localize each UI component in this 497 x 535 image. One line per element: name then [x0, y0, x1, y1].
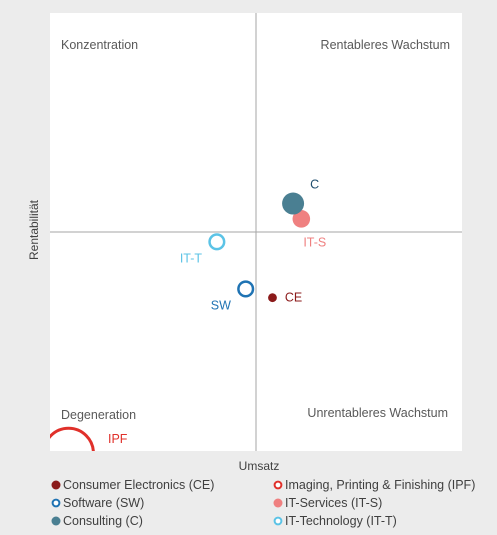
- point-ipf: [50, 426, 95, 451]
- data-label-it-s: IT-S: [303, 236, 326, 250]
- point-labels-layer: CE IPF SW IT-S C IT-T: [108, 178, 326, 446]
- data-label-ce: CE: [285, 291, 302, 305]
- data-label-sw: SW: [211, 299, 231, 313]
- top-strip: [50, 0, 462, 3]
- quadrant-label-bottom-right: Unrentableres Wachstum: [307, 406, 448, 420]
- legend-item-it-t: IT-Technology (IT-T): [272, 512, 397, 530]
- point-sw: [237, 280, 255, 298]
- plot-area: CE IPF SW IT-S C IT-T Konzentration Rentabler…: [50, 13, 462, 451]
- legend-item-c: Consulting (C): [50, 512, 143, 530]
- legend-item-sw: Software (SW): [50, 494, 144, 512]
- point-c: [282, 192, 305, 215]
- legend-item-ce: Consumer Electronics (CE): [50, 476, 214, 494]
- legend-label: Consulting (C): [63, 514, 143, 528]
- points-layer: [50, 192, 311, 451]
- point-it-s: [292, 210, 311, 228]
- legend-label: Software (SW): [63, 496, 145, 510]
- quadrant-label-top-left: Konzentration: [61, 38, 139, 52]
- quadrant-label-bottom-left: Degeneration: [61, 408, 137, 422]
- legend-marker-c: [51, 516, 61, 526]
- legend-item-it-s: IT-Services (IT-S): [272, 494, 382, 512]
- legend-marker-it-s: [273, 498, 283, 508]
- data-label-c: C: [310, 178, 319, 192]
- legend-label: Imaging, Printing & Finishing (IPF): [285, 478, 476, 492]
- legend-label: IT-Services (IT-S): [285, 496, 383, 510]
- x-axis-label: Umsatz: [238, 459, 280, 473]
- point-ce: [268, 293, 277, 303]
- legend-marker-it-t: [273, 516, 283, 526]
- point-it-t: [208, 233, 226, 251]
- legend-marker-sw: [51, 498, 61, 508]
- data-label-ipf: IPF: [108, 432, 128, 446]
- legend-marker-ce: [51, 480, 61, 490]
- data-label-it-t: IT-T: [180, 252, 203, 266]
- legend-marker-ipf: [273, 480, 283, 490]
- legend: Consumer Electronics (CE) Imaging, Printi…: [50, 476, 497, 532]
- y-axis-label: Rentabilität: [27, 199, 41, 261]
- chart-svg: CE IPF SW IT-S C IT-T: [50, 13, 462, 451]
- legend-item-ipf: Imaging, Printing & Finishing (IPF): [272, 476, 475, 494]
- quadrant-label-top-right: Rentableres Wachstum: [320, 38, 450, 52]
- legend-label: Consumer Electronics (CE): [63, 478, 215, 492]
- legend-label: IT-Technology (IT-T): [285, 514, 397, 528]
